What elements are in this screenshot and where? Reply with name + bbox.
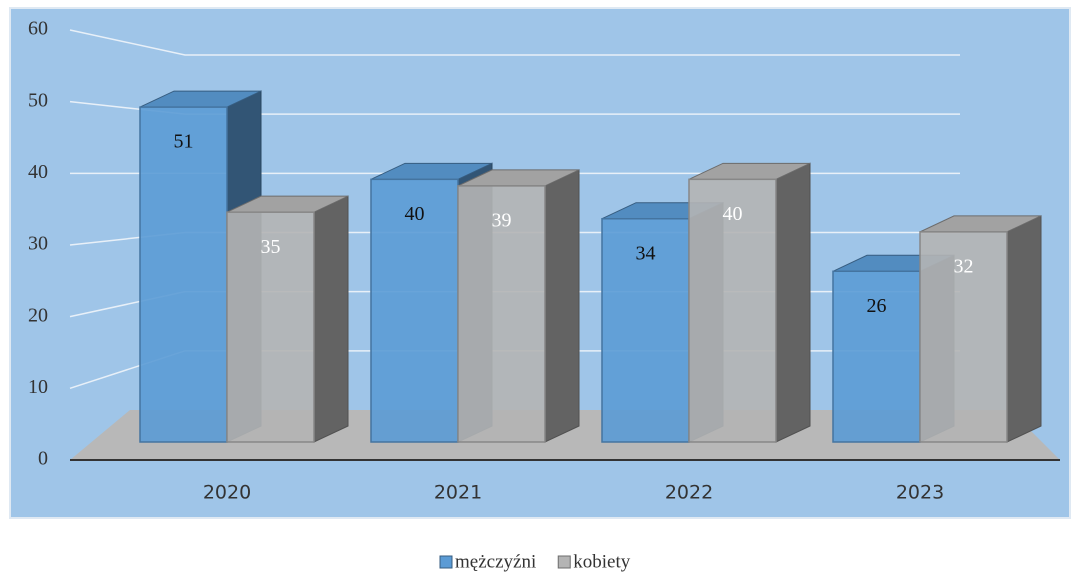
data-label: 40 [723, 203, 743, 225]
y-tick-label: 20 [28, 304, 48, 326]
y-tick-label: 0 [38, 448, 48, 470]
bar-side [313, 195, 349, 443]
bar-side [1006, 215, 1042, 443]
bar [139, 106, 228, 443]
y-tick-label: 40 [28, 161, 48, 183]
legend-label: kobiety [573, 551, 630, 572]
bar [919, 231, 1008, 443]
y-tick-label: 10 [28, 376, 48, 398]
legend-label: mężczyźni [455, 551, 536, 572]
data-label: 34 [636, 242, 656, 264]
bar [226, 211, 315, 443]
data-label: 51 [174, 131, 194, 153]
x-tick-label: 2022 [665, 482, 713, 504]
bar [832, 270, 921, 443]
data-label: 32 [954, 255, 974, 277]
x-tick-label: 2021 [434, 482, 482, 504]
bar [688, 178, 777, 443]
x-tick-label: 2023 [896, 482, 944, 504]
legend-swatch [439, 555, 453, 569]
data-label: 35 [261, 236, 281, 258]
y-tick-label: 30 [28, 233, 48, 255]
data-label: 40 [405, 203, 425, 225]
y-tick-label: 60 [28, 18, 48, 40]
bar [457, 185, 546, 443]
y-tick-label: 50 [28, 89, 48, 111]
bar-side [544, 169, 580, 443]
bar [370, 178, 459, 443]
data-label: 39 [492, 209, 512, 231]
bar [601, 217, 690, 443]
bar-side [775, 162, 811, 443]
x-tick-label: 2020 [203, 482, 251, 504]
data-label: 26 [867, 295, 887, 317]
grid-line [69, 29, 960, 56]
legend-swatch [557, 555, 571, 569]
